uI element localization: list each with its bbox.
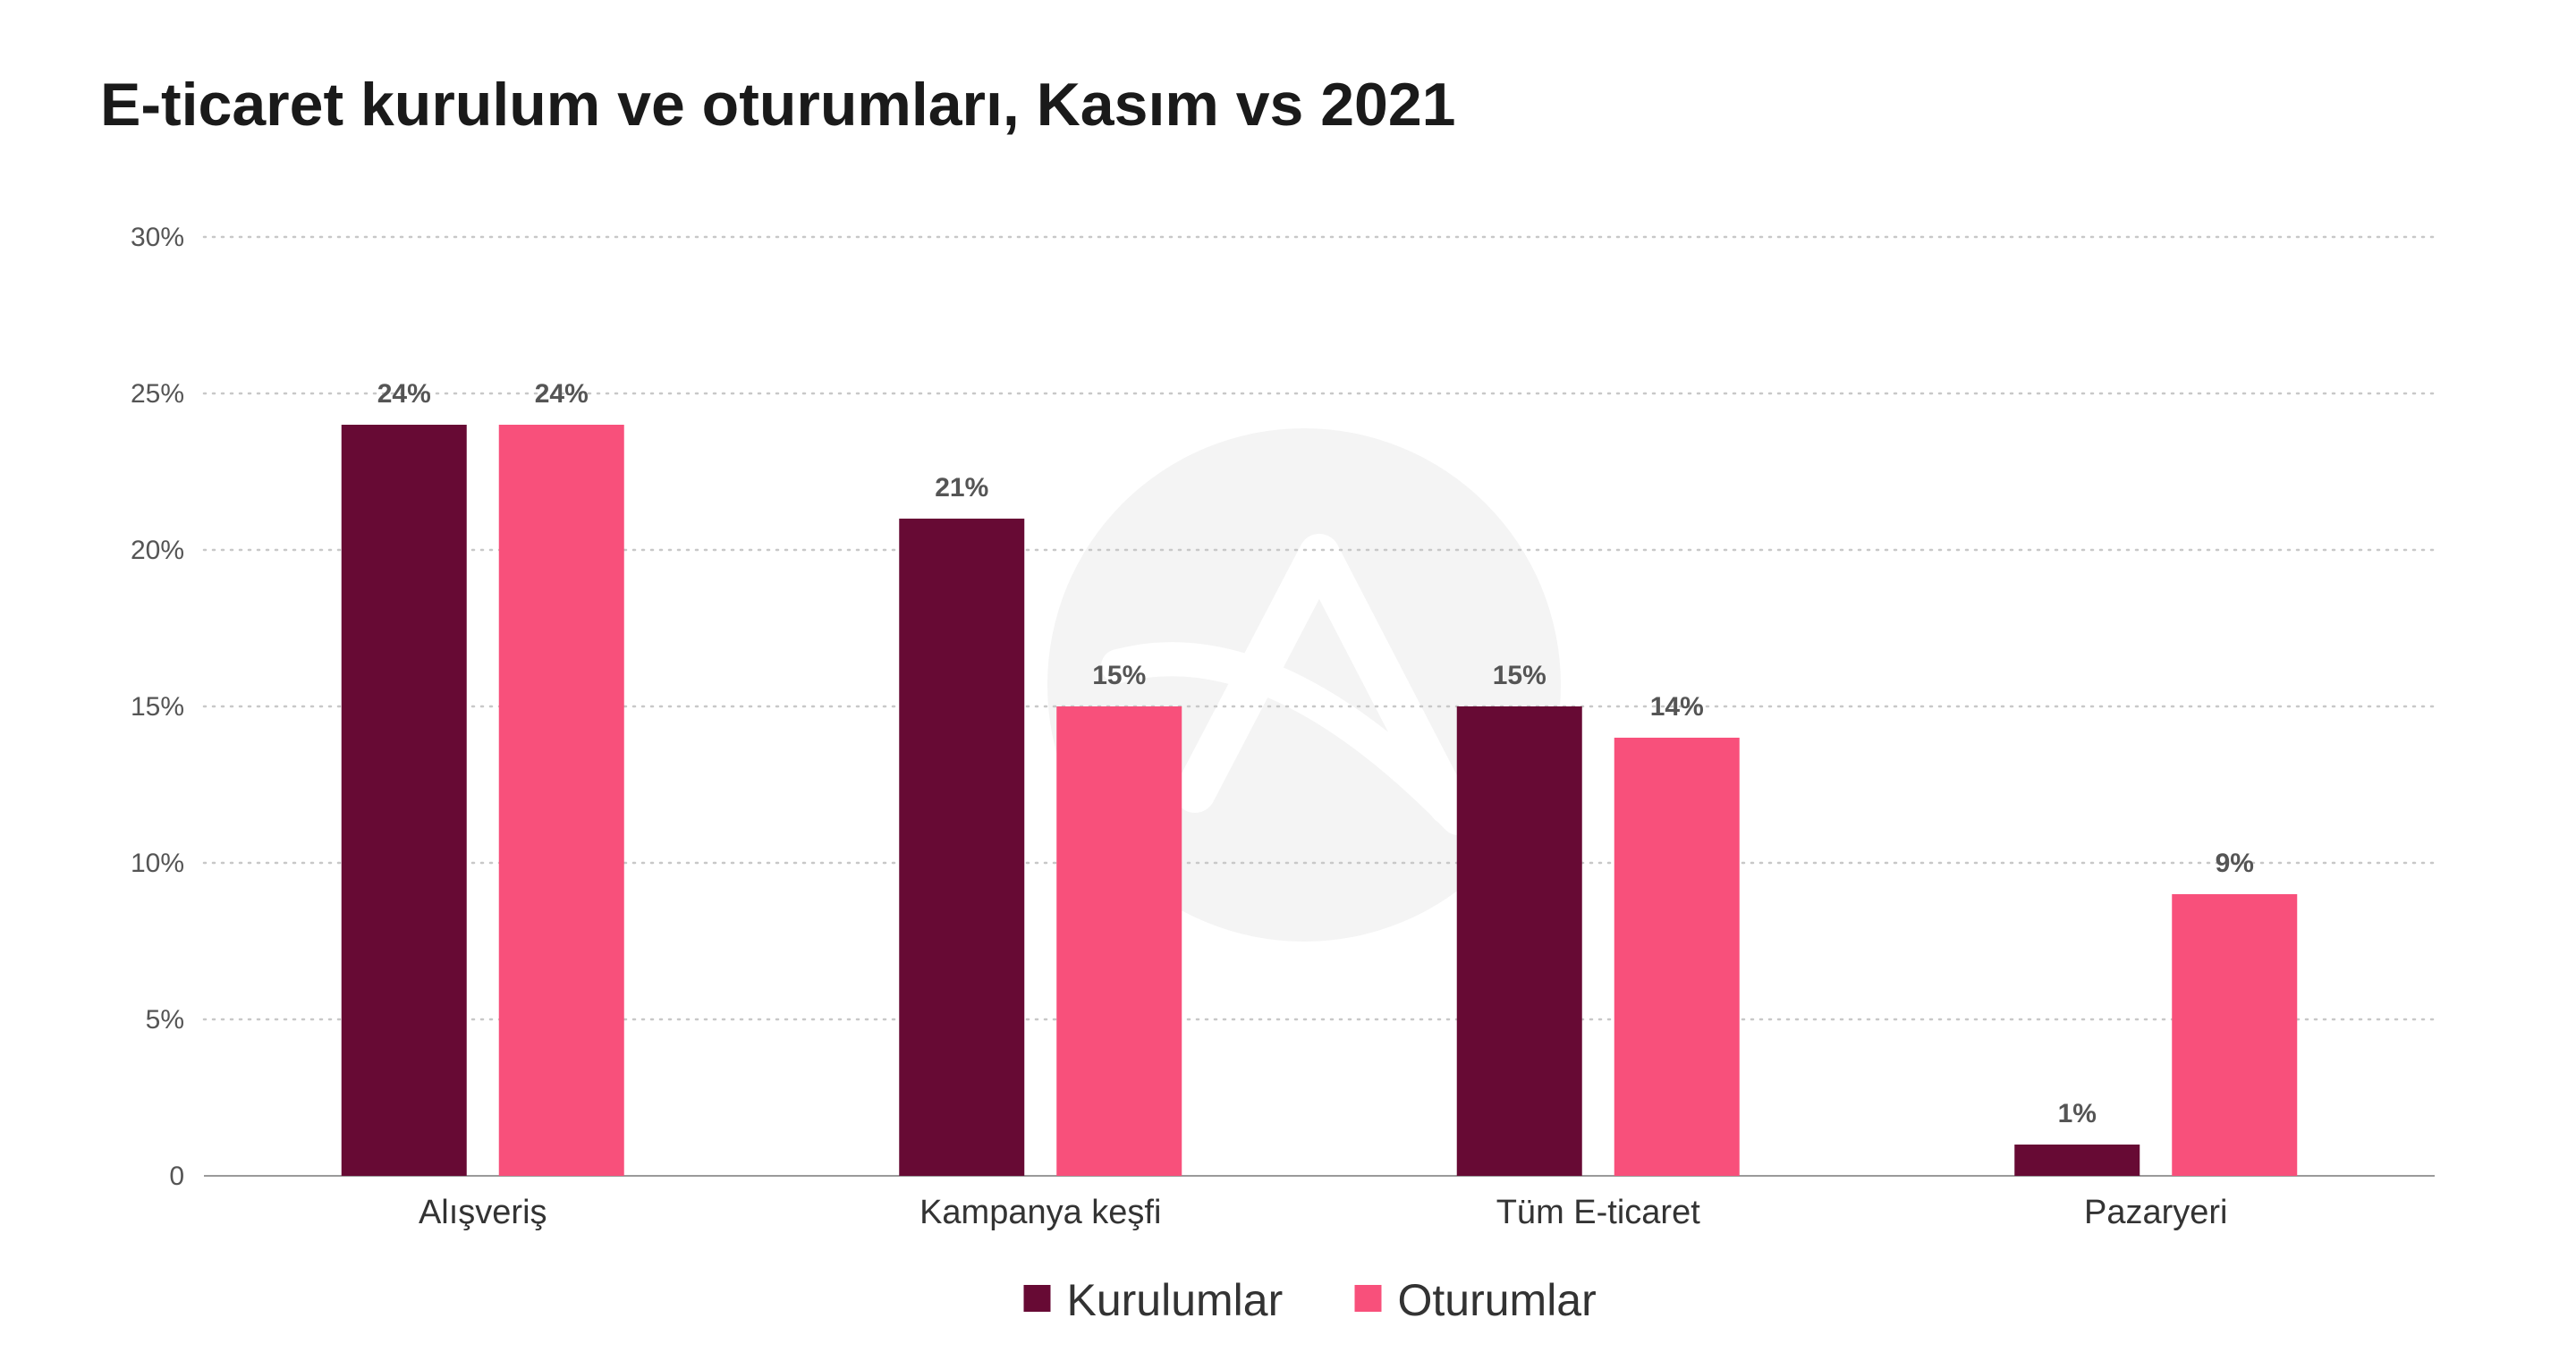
bar-kurulumlar <box>1456 706 1582 1176</box>
y-tick-label: 10% <box>131 849 184 878</box>
bar-kurulumlar <box>2014 1145 2140 1176</box>
chart-title: E-ticaret kurulum ve oturumları, Kasım v… <box>100 71 1456 139</box>
legend-swatch <box>1354 1285 1382 1312</box>
y-tick-label: 15% <box>131 692 184 722</box>
legend: Kurulumlar Oturumlar <box>1023 1275 1597 1325</box>
bar-kurulumlar <box>899 519 1025 1176</box>
category-label: Pazaryeri <box>2084 1194 2228 1231</box>
data-labels: 24% 24% 21% 15% 15% 14% 1% 9% <box>377 379 2254 1128</box>
legend-label: Kurulumlar <box>1067 1275 1284 1325</box>
y-tick-label: 0 <box>169 1162 184 1191</box>
bars <box>341 425 2298 1176</box>
data-label: 1% <box>2058 1099 2097 1128</box>
bar-oturumlar <box>1056 706 1182 1176</box>
legend-swatch <box>1023 1285 1051 1312</box>
legend-label: Oturumlar <box>1398 1275 1597 1325</box>
category-label: Alışveriş <box>419 1194 547 1231</box>
data-label: 24% <box>377 379 431 409</box>
data-label: 21% <box>935 473 988 503</box>
category-label: Kampanya keşfi <box>919 1194 1161 1231</box>
bar-kurulumlar <box>341 425 467 1176</box>
data-label: 15% <box>1092 661 1146 690</box>
y-tick-label: 30% <box>131 223 184 252</box>
data-label: 24% <box>535 379 589 409</box>
x-axis-categories: Alışveriş Kampanya keşfi Tüm E-ticaret Paza… <box>419 1194 2228 1231</box>
y-tick-label: 20% <box>131 536 184 565</box>
data-label: 14% <box>1650 692 1704 722</box>
bar-oturumlar <box>1614 738 1740 1176</box>
y-tick-label: 5% <box>146 1005 184 1035</box>
y-tick-label: 25% <box>131 379 184 409</box>
category-label: Tüm E-ticaret <box>1496 1194 1700 1231</box>
bar-oturumlar <box>2172 894 2298 1176</box>
y-axis-ticks: 0 5% 10% 15% 20% 25% 30% <box>131 223 184 1191</box>
data-label: 9% <box>2216 849 2254 878</box>
bar-oturumlar <box>498 425 624 1176</box>
data-label: 15% <box>1493 661 1546 690</box>
